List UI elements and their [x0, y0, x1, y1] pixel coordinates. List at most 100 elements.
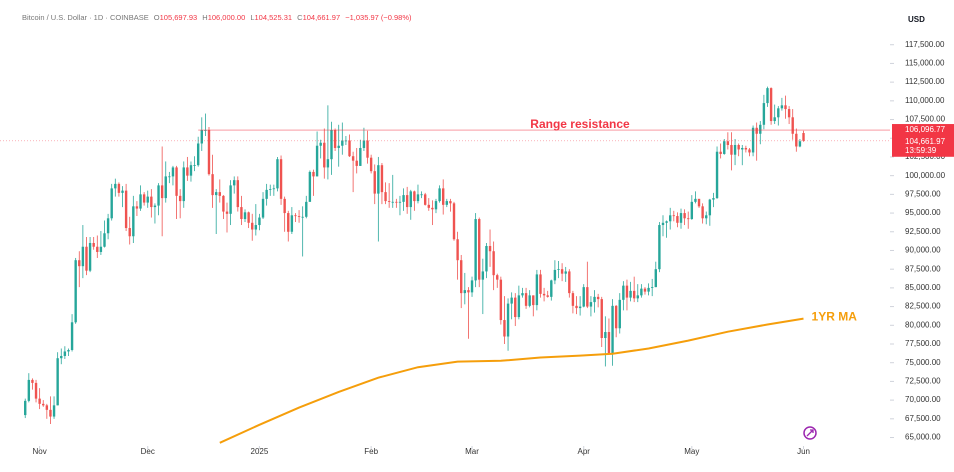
candle-body: [683, 213, 686, 219]
candle-body: [604, 332, 607, 339]
y-tick-label: 72,500.00: [905, 377, 941, 386]
candle-body: [308, 171, 312, 202]
candle-body: [460, 260, 463, 294]
candle-body: [38, 398, 41, 404]
candle-body: [240, 207, 243, 220]
candle-body: [413, 191, 416, 202]
candle-body: [632, 290, 636, 299]
candle-body: [168, 176, 171, 178]
ohlc-value: 106,000.00: [208, 13, 246, 22]
candle-body: [337, 145, 340, 148]
candle-body: [45, 405, 49, 410]
candle-body: [81, 246, 85, 267]
candle-body: [654, 269, 657, 288]
candle-body: [744, 147, 748, 150]
x-tick-label: 2025: [251, 447, 269, 456]
candle-body: [67, 349, 70, 352]
candle-body: [787, 109, 791, 118]
candle-body: [564, 271, 567, 274]
candle-body: [769, 88, 773, 122]
y-tick-label: 97,500.00: [905, 189, 941, 198]
replay-icon[interactable]: [803, 426, 817, 440]
candle-body: [456, 239, 459, 261]
candle-body: [351, 156, 355, 161]
icon-arrow[interactable]: [806, 429, 814, 437]
candle-body: [211, 174, 214, 196]
ohlc-value: 104,661.97: [303, 13, 341, 22]
candle-body: [99, 246, 103, 252]
header: Bitcoin / U.S. Dollar · 1D · COINBASE O1…: [22, 13, 412, 22]
candle-body: [798, 141, 802, 147]
y-tick-label: 75,000.00: [905, 358, 941, 367]
resistance-tag: [892, 124, 954, 137]
candle-body: [625, 285, 629, 298]
candle-body: [586, 287, 589, 307]
candle-body: [395, 201, 398, 203]
candle-body: [200, 130, 203, 144]
candle-body: [748, 149, 751, 153]
candle-body: [373, 171, 376, 194]
resistance-tag-label: 106,096.77: [905, 125, 946, 134]
candle-body: [384, 192, 387, 202]
x-tick-label: Jun: [797, 447, 810, 456]
candle-body: [402, 195, 405, 202]
candle-body: [755, 127, 758, 134]
ohlc-key: O: [154, 13, 160, 22]
candle-body: [229, 185, 232, 214]
candle-body: [719, 151, 722, 154]
candle-body: [60, 355, 63, 359]
candle-body: [121, 190, 124, 193]
candle-body: [78, 260, 81, 267]
candle-body: [294, 215, 297, 217]
candle-body: [355, 160, 358, 166]
ohlc-key: H: [202, 13, 207, 22]
candle-body: [553, 269, 557, 281]
candle-body: [88, 242, 92, 271]
candle-body: [694, 198, 697, 202]
ma-line: [219, 317, 804, 444]
candle-body: [622, 285, 625, 300]
candle-body: [124, 190, 128, 229]
candle-body: [193, 165, 196, 166]
candle-body: [629, 290, 632, 298]
candle-body: [182, 167, 185, 202]
candle-body: [24, 400, 27, 416]
candle-body: [434, 201, 438, 210]
candle-body: [485, 245, 488, 272]
candle-body: [42, 403, 45, 406]
candle-body: [96, 246, 99, 252]
candle-body: [578, 306, 582, 309]
x-tick-label: Feb: [364, 447, 378, 456]
candle-body: [492, 251, 495, 276]
candle-body: [269, 189, 272, 190]
candle-body: [737, 144, 740, 150]
candle-body: [571, 293, 575, 306]
candle-body: [146, 196, 149, 203]
candle-body: [510, 297, 513, 304]
candle-body: [517, 295, 521, 318]
ohlc-key: C: [297, 13, 303, 22]
candle-body: [705, 215, 708, 219]
ohlc-key: L: [250, 13, 254, 22]
candle-body: [56, 358, 59, 406]
candle-body: [499, 279, 503, 321]
candle-body: [341, 140, 344, 146]
candle-body: [420, 194, 423, 196]
candle-body: [157, 185, 160, 206]
candle-body: [791, 117, 794, 134]
candle-body: [196, 143, 200, 166]
candle-body: [261, 198, 265, 218]
candle-body: [568, 271, 571, 294]
candle-body: [207, 130, 211, 175]
candle-body: [542, 293, 546, 296]
candle-body: [214, 192, 218, 196]
candle-body: [669, 215, 672, 222]
candle-body: [377, 165, 380, 194]
candle-body: [405, 195, 409, 208]
candle-body: [233, 180, 236, 186]
icon-ring[interactable]: [803, 426, 817, 440]
candle-body: [305, 201, 308, 217]
candle-body: [445, 201, 449, 205]
